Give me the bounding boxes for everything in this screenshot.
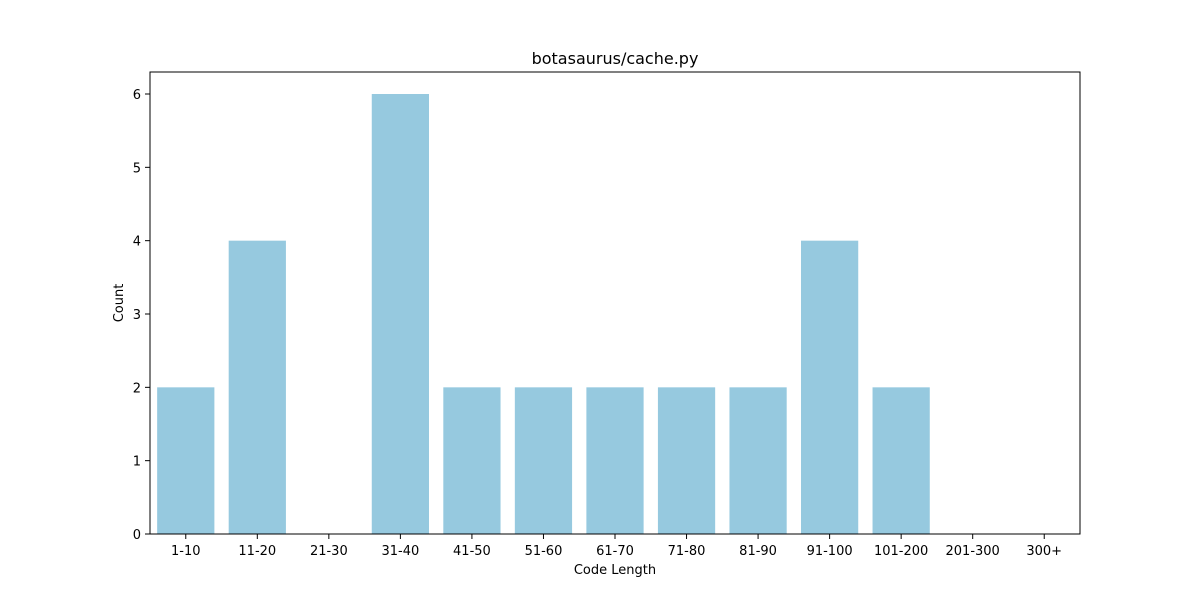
y-tick-label: 5 [133, 161, 141, 176]
x-tick-label: 91-100 [807, 544, 853, 559]
x-tick-label: 61-70 [596, 544, 634, 559]
bar-101-200 [872, 387, 930, 534]
x-tick-label: 71-80 [668, 544, 706, 559]
x-axis-label: Code Length [574, 563, 656, 578]
bar-71-80 [657, 387, 716, 534]
x-tick-label: 21-30 [310, 544, 348, 559]
y-axis-label: Count [112, 284, 127, 323]
chart-title: botasaurus/cache.py [532, 49, 699, 68]
y-tick-label: 4 [133, 235, 141, 250]
bar-1-10 [157, 387, 215, 534]
x-tick-label: 81-90 [739, 544, 777, 559]
x-axis: 1-10 11-20 21-30 31-40 41-50 51-60 61-70 71-80 8… [171, 534, 1062, 559]
y-tick-label: 6 [133, 88, 141, 103]
y-axis: 0 1 2 3 4 5 6 [133, 88, 150, 543]
y-tick-label: 2 [133, 381, 141, 396]
x-tick-label: 300+ [1026, 544, 1062, 559]
bar-11-20 [228, 240, 286, 534]
x-tick-label: 11-20 [238, 544, 276, 559]
bar-91-100 [801, 240, 859, 534]
bars-group [157, 94, 930, 534]
x-tick-label: 51-60 [525, 544, 563, 559]
x-tick-label: 201-300 [946, 544, 1000, 559]
bar-51-60 [514, 387, 573, 534]
y-tick-label: 0 [133, 528, 141, 543]
x-tick-label: 41-50 [453, 544, 491, 559]
bar-61-70 [586, 387, 644, 534]
x-tick-label: 101-200 [874, 544, 928, 559]
x-tick-label: 31-40 [381, 544, 419, 559]
bar-41-50 [443, 387, 501, 534]
x-tick-label: 1-10 [171, 544, 201, 559]
y-tick-label: 1 [133, 455, 141, 470]
bar-31-40 [371, 94, 429, 534]
y-tick-label: 3 [133, 308, 141, 323]
bar-81-90 [729, 387, 787, 534]
